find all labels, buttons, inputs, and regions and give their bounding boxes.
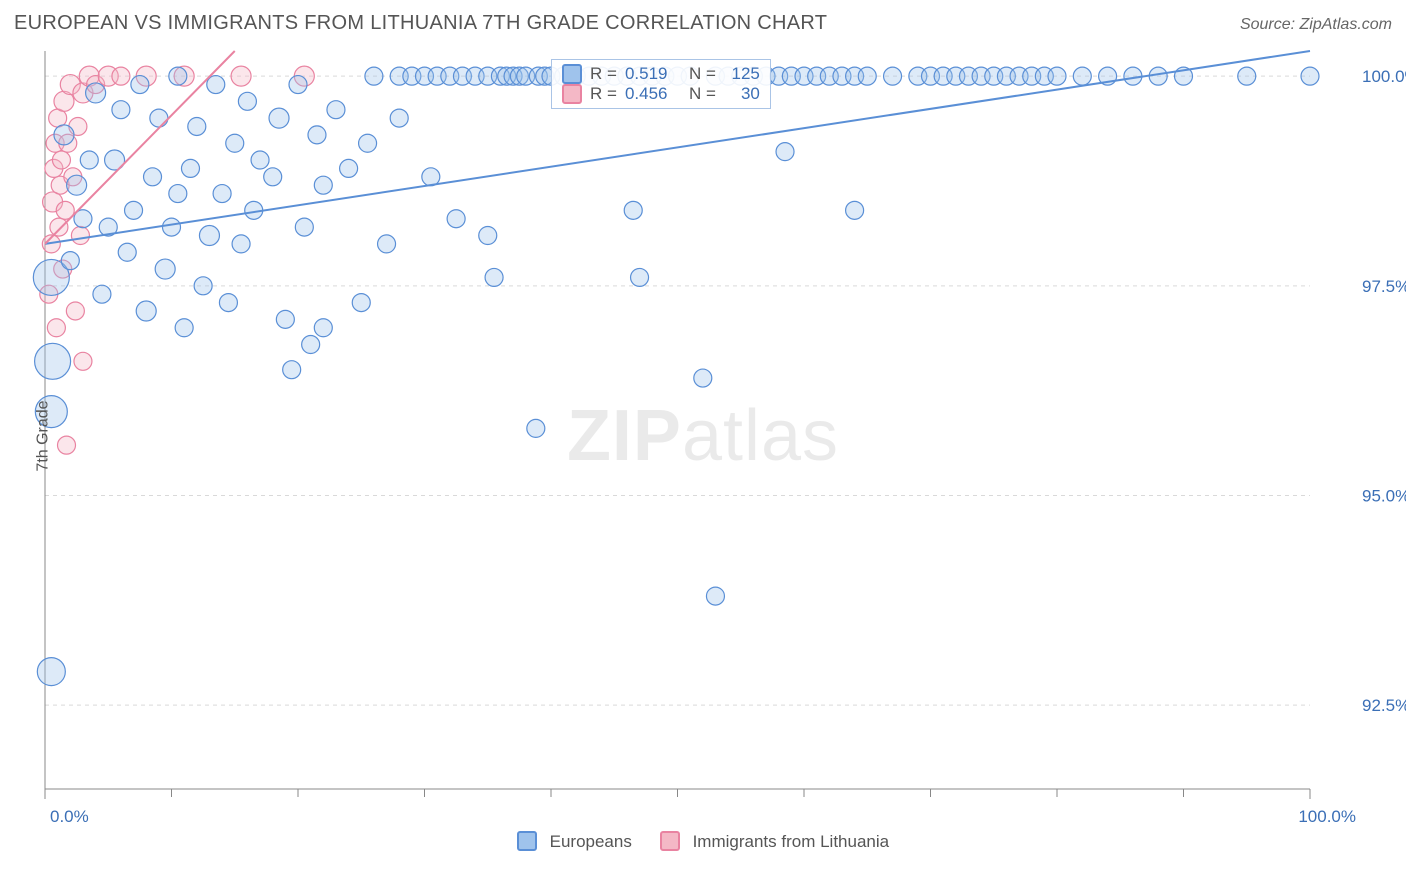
legend: Europeans Immigrants from Lithuania xyxy=(0,831,1406,852)
legend-item-europeans: Europeans xyxy=(517,831,632,852)
legend-swatch-lithuania xyxy=(660,831,680,851)
svg-text:95.0%: 95.0% xyxy=(1362,486,1406,505)
scatter-chart: 92.5% 95.0% 97.5% 100.0% xyxy=(0,41,1406,831)
legend-item-lithuania: Immigrants from Lithuania xyxy=(660,831,889,852)
correlation-stats-box: R =0.519N =125R =0.456N =30 xyxy=(551,59,771,109)
chart-title: EUROPEAN VS IMMIGRANTS FROM LITHUANIA 7T… xyxy=(14,12,827,35)
source-label: Source: ZipAtlas.com xyxy=(1240,16,1392,34)
legend-label-lithuania: Immigrants from Lithuania xyxy=(693,832,890,851)
y-axis-label: 7th Grade xyxy=(35,400,53,471)
svg-text:92.5%: 92.5% xyxy=(1362,696,1406,715)
svg-text:97.5%: 97.5% xyxy=(1362,277,1406,296)
chart-container: 7th Grade 92.5%95.0%97.5%100.0% ZIPatlas… xyxy=(0,41,1406,831)
legend-swatch-europeans xyxy=(517,831,537,851)
legend-label-europeans: Europeans xyxy=(550,832,632,851)
svg-text:100.0%: 100.0% xyxy=(1362,67,1406,86)
